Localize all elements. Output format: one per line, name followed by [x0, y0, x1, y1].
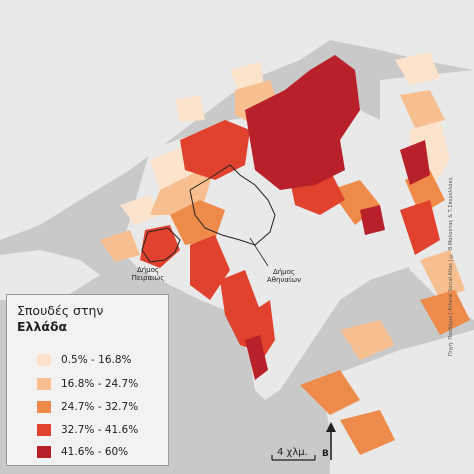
athens-leader-line [249, 237, 269, 267]
piraeus-boundary [141, 227, 181, 263]
legend-swatch [37, 378, 51, 390]
north-arrow [326, 422, 336, 460]
legend-item: 16.8% - 24.7% [37, 377, 138, 391]
legend: Σπουδές στην Ελλάδα 0.5% - 16.8% 16.8% -… [6, 294, 169, 466]
legend-item-label: 41.6% - 60% [61, 446, 129, 458]
region-class-5 [245, 55, 430, 380]
athens-label: Δήμος Αθηναίων [258, 268, 310, 284]
legend-item: 32.7% - 41.6% [37, 423, 138, 437]
athens-label-line1: Δήμος [272, 268, 296, 276]
piraeus-label-line2: Πειραιώς [131, 274, 165, 282]
legend-swatch [37, 354, 51, 366]
legend-item: 41.6% - 60% [37, 445, 128, 459]
piraeus-label: Δήμος Πειραιώς [124, 266, 172, 282]
legend-title: Σπουδές στην Ελλάδα [17, 303, 103, 335]
legend-title-line1: Σπουδές στην [17, 303, 104, 318]
legend-item: 24.7% - 32.7% [37, 400, 138, 414]
piraeus-label-line1: Δήμος [136, 266, 160, 274]
legend-item: 0.5% - 16.8% [37, 353, 132, 367]
athens-label-line2: Αθηναίων [266, 276, 302, 284]
legend-title-line2: Ελλάδα [17, 319, 68, 334]
legend-item-label: 24.7% - 32.7% [61, 401, 139, 413]
legend-swatch [37, 446, 51, 458]
source-credit: Πηγή: Πανδήμιο | Athens Social Atlas | ©… [448, 176, 454, 356]
north-letter: Β [322, 449, 329, 459]
legend-swatch [37, 424, 51, 436]
legend-item-label: 32.7% - 41.6% [61, 424, 139, 436]
athens-boundary [189, 164, 276, 246]
legend-item-label: 16.8% - 24.7% [61, 378, 139, 390]
legend-swatch [37, 401, 51, 413]
scale-label: 4 χλμ. [277, 447, 308, 458]
legend-item-label: 0.5% - 16.8% [61, 354, 132, 366]
scale-bar [271, 455, 316, 461]
